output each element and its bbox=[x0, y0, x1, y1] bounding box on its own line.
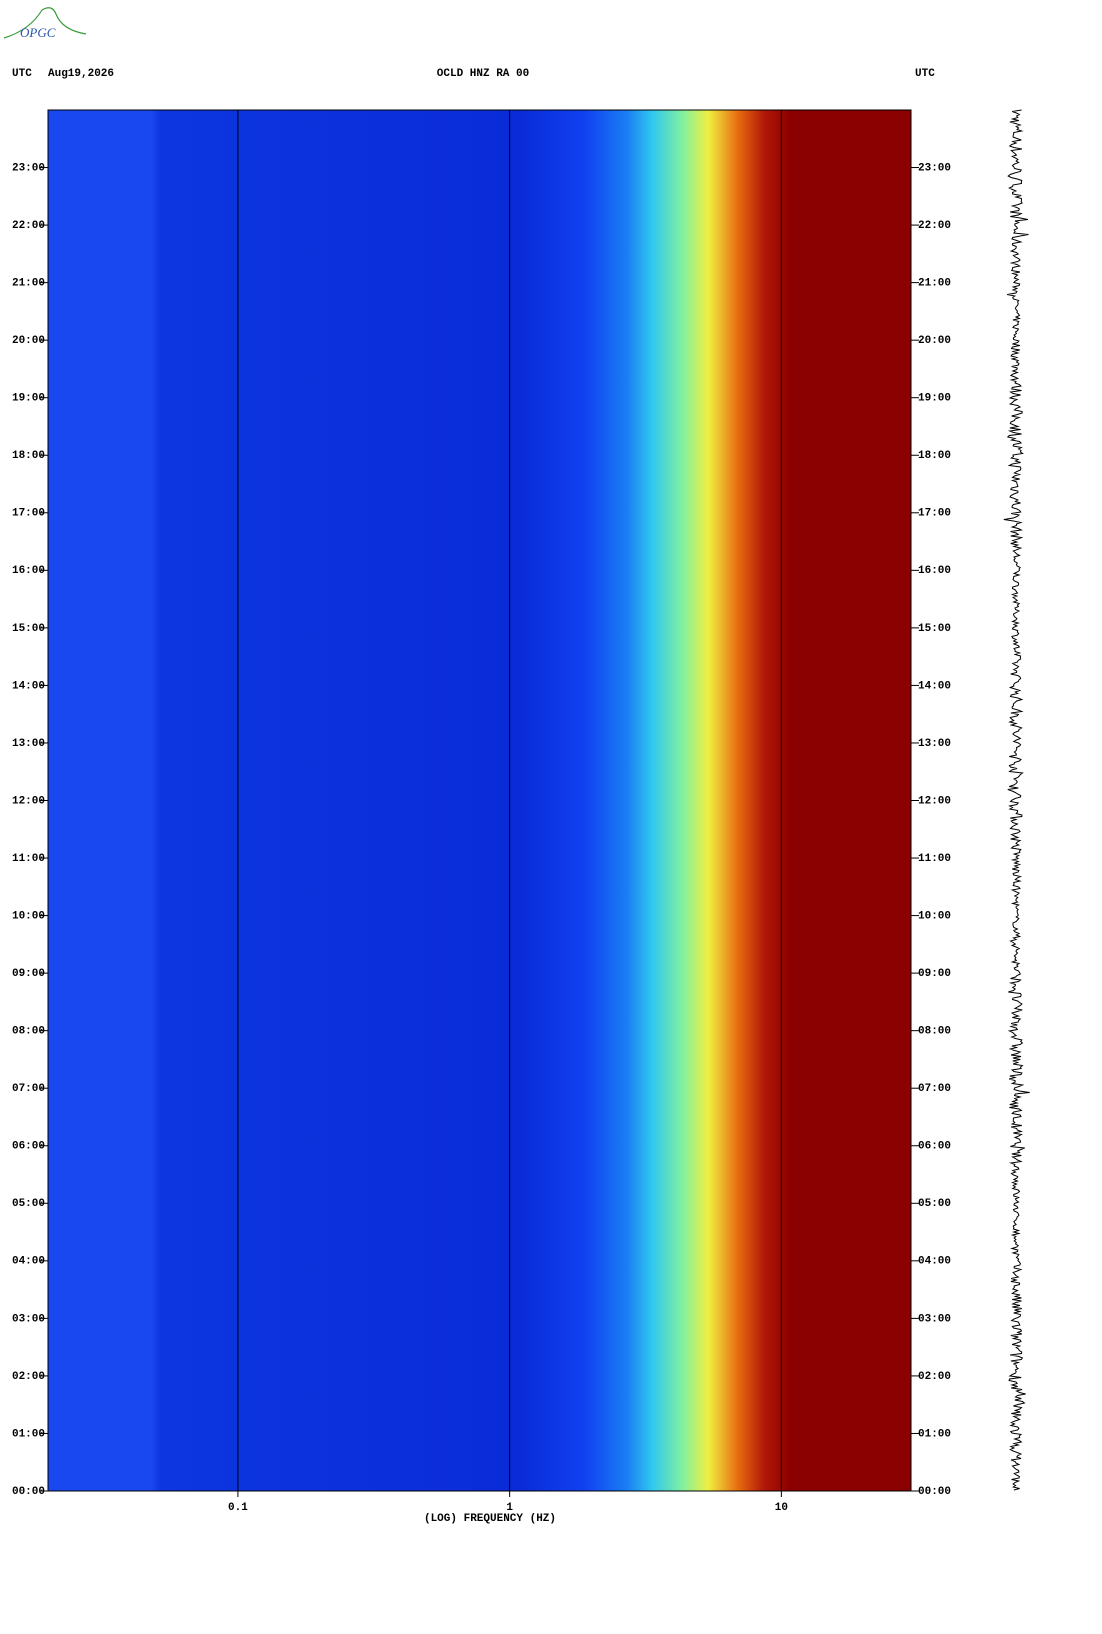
y-tick-label: 11:00 bbox=[918, 853, 951, 865]
y-tick-label: 18:00 bbox=[12, 450, 45, 462]
marks: 0.1 1 10 00:00 00:00 01:00 01:00 02:00 02:00 03:0… bbox=[12, 110, 951, 1514]
y-tick-label: 08:00 bbox=[12, 1026, 45, 1038]
y-tick-label: 10:00 bbox=[12, 910, 45, 922]
y-tick-label: 09:00 bbox=[12, 968, 45, 980]
chart-title: OCLD HNZ RA 00 bbox=[437, 68, 529, 80]
y-tick-label: 16:00 bbox=[918, 565, 951, 577]
y-tick-label: 17:00 bbox=[12, 508, 45, 520]
y-tick-label: 02:00 bbox=[918, 1371, 951, 1383]
y-tick-label: 19:00 bbox=[918, 393, 951, 405]
header-zone: UTC bbox=[12, 68, 32, 80]
y-tick-label: 07:00 bbox=[12, 1083, 45, 1095]
waveform bbox=[1003, 109, 1030, 1491]
y-tick-label: 06:00 bbox=[918, 1141, 951, 1153]
y-tick-label: 10:00 bbox=[918, 910, 951, 922]
y-tick-label: 13:00 bbox=[918, 738, 951, 750]
y-tick-label: 09:00 bbox=[918, 968, 951, 980]
y-tick-label: 17:00 bbox=[918, 508, 951, 520]
spectrogram bbox=[48, 110, 911, 1491]
y-tick-label: 11:00 bbox=[12, 853, 45, 865]
y-tick-label: 02:00 bbox=[12, 1371, 45, 1383]
y-tick-label: 06:00 bbox=[12, 1141, 45, 1153]
y-tick-label: 20:00 bbox=[918, 335, 951, 347]
y-tick-label: 12:00 bbox=[918, 795, 951, 807]
x-tick-label: 10 bbox=[775, 1502, 788, 1514]
y-tick-label: 16:00 bbox=[12, 565, 45, 577]
y-tick-label: 14:00 bbox=[12, 680, 45, 692]
y-tick-label: 14:00 bbox=[918, 680, 951, 692]
y-tick-label: 12:00 bbox=[12, 795, 45, 807]
y-tick-label: 21:00 bbox=[12, 278, 45, 290]
y-tick-label: 01:00 bbox=[12, 1428, 45, 1440]
y-tick-label: 18:00 bbox=[918, 450, 951, 462]
logo-mark bbox=[3, 7, 87, 39]
x-tick-label: 1 bbox=[506, 1502, 513, 1514]
x-axis-label: (LOG) FREQUENCY (HZ) bbox=[424, 1513, 556, 1525]
y-tick-label: 23:00 bbox=[918, 162, 951, 174]
y-tick-label: 00:00 bbox=[918, 1486, 951, 1498]
y-tick-label: 03:00 bbox=[12, 1313, 45, 1325]
header-date: Aug19,2026 bbox=[48, 68, 114, 80]
y-tick-label: 04:00 bbox=[918, 1256, 951, 1268]
y-tick-label: 22:00 bbox=[12, 220, 45, 232]
y-tick-label: 15:00 bbox=[918, 623, 951, 635]
header-zone: UTC bbox=[915, 68, 935, 80]
y-tick-label: 07:00 bbox=[918, 1083, 951, 1095]
y-tick-label: 21:00 bbox=[918, 278, 951, 290]
x-tick-label: 0.1 bbox=[228, 1502, 248, 1514]
y-tick-label: 13:00 bbox=[12, 738, 45, 750]
y-tick-label: 19:00 bbox=[12, 393, 45, 405]
y-tick-label: 05:00 bbox=[12, 1198, 45, 1210]
y-tick-label: 08:00 bbox=[918, 1026, 951, 1038]
logo: OPGC bbox=[20, 25, 56, 40]
y-tick-label: 22:00 bbox=[918, 220, 951, 232]
y-tick-label: 00:00 bbox=[12, 1486, 45, 1498]
y-tick-label: 20:00 bbox=[12, 335, 45, 347]
y-tick-label: 03:00 bbox=[918, 1313, 951, 1325]
y-tick-label: 04:00 bbox=[12, 1256, 45, 1268]
y-tick-label: 15:00 bbox=[12, 623, 45, 635]
y-tick-label: 01:00 bbox=[918, 1428, 951, 1440]
y-tick-label: 05:00 bbox=[918, 1198, 951, 1210]
y-tick-label: 23:00 bbox=[12, 162, 45, 174]
